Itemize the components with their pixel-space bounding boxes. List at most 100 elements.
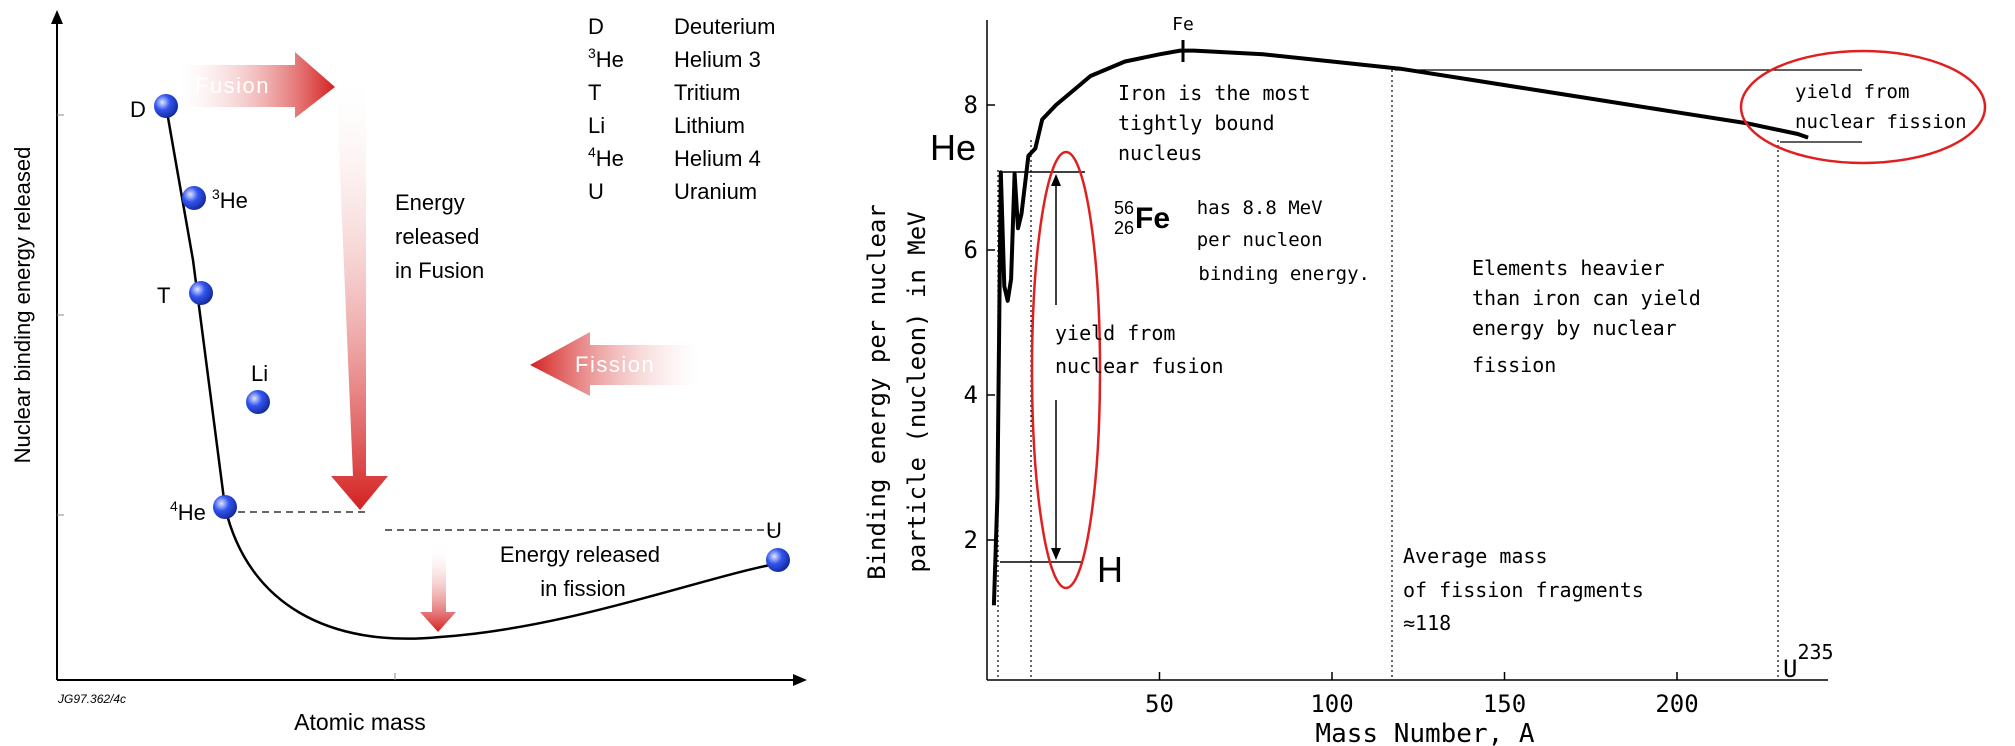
heavier-text-line: Elements heavier (1472, 256, 1665, 280)
fission-arrow (530, 332, 700, 396)
y-tick-label: 4 (964, 381, 978, 409)
point-li (246, 390, 270, 414)
energy-fusion-text: Energy released in Fusion (395, 190, 486, 283)
average-mass-text: Average mass of fission fragments ≈118 (1403, 544, 1656, 635)
fusion-energy-arrow (331, 80, 388, 510)
energy-fission-line: Energy released (500, 542, 660, 567)
fe-tick-label: Fe (1172, 14, 1194, 35)
x-tick-label: 100 (1310, 690, 1353, 718)
y-ticks: 2 4 6 8 (964, 91, 995, 554)
energy-fusion-line: released (395, 224, 479, 249)
iron-text-line: nucleus (1118, 141, 1202, 165)
fusion-yield-ellipse (1030, 150, 1102, 590)
iron-text-line: tightly bound (1118, 111, 1275, 135)
point-label-he3: 3He (212, 186, 248, 213)
legend-name: Helium 3 (674, 47, 761, 72)
symbol: He (596, 146, 624, 171)
arrowhead-down (1051, 548, 1061, 560)
point-he4 (213, 495, 237, 519)
x-ticks: 50 100 150 200 (1145, 672, 1699, 718)
heavier-text-line: fission (1472, 353, 1556, 377)
legend-name: Uranium (674, 179, 757, 204)
point-label-he4: 4He (170, 498, 206, 525)
fusion-yield-text: yield from nuclear fusion (1055, 321, 1224, 378)
iron-text-line: Iron is the most (1118, 81, 1311, 105)
point-label-d: D (130, 97, 146, 122)
superscript: 3 (212, 186, 220, 202)
legend-name: Tritium (674, 80, 740, 105)
legend: D Deuterium 3He Helium 3 T Tritium Li Li… (588, 14, 775, 204)
y-tick-label: 8 (964, 91, 978, 119)
average-mass-line: ≈118 (1403, 611, 1451, 635)
legend-symbol: 3He (588, 45, 624, 72)
fission-energy-arrow (420, 548, 456, 632)
symbol: He (596, 47, 624, 72)
binding-curve (164, 105, 781, 640)
left-y-label: Nuclear binding energy released (10, 147, 35, 464)
fusion-arrow (180, 52, 335, 118)
energy-fission-text: Energy released in fission (500, 542, 666, 601)
fe-text-line: binding energy. (1198, 263, 1370, 285)
superscript: 3 (588, 45, 596, 61)
x-tick-label: 150 (1483, 690, 1526, 718)
heavier-text-line: than iron can yield (1472, 286, 1701, 310)
heavier-text-line: energy by nuclear (1472, 316, 1677, 340)
legend-symbol: 4He (588, 144, 624, 171)
fission-yield-line: nuclear fission (1795, 111, 1967, 133)
symbol: He (220, 188, 248, 213)
u-superscript: 235 (1797, 640, 1833, 664)
point-u (766, 548, 790, 572)
right-y-label-2: particle (nucleon) in MeV (903, 211, 931, 572)
figure-code: JG97.362/4c (57, 692, 126, 706)
energy-fusion-line: in Fusion (395, 258, 484, 283)
fission-yield-text: yield from nuclear fission (1795, 81, 1967, 133)
legend-symbol: T (588, 80, 601, 105)
fusion-yield-line: nuclear fusion (1055, 354, 1224, 378)
u-symbol: U (1783, 655, 1797, 683)
fusion-yield-line: yield from (1055, 321, 1175, 345)
point-he3 (182, 186, 206, 210)
legend-symbol: Li (588, 113, 605, 138)
left-x-label: Atomic mass (294, 709, 426, 735)
point-label-u: U (766, 518, 782, 543)
y-tick-label: 6 (964, 236, 978, 264)
fission-yield-ellipse (1739, 49, 1987, 165)
fe-text: has 8.8 MeV per nucleon binding energy. (1197, 197, 1370, 285)
left-x-axis-arrow (793, 674, 807, 686)
heavier-text: Elements heavier than iron can yield ene… (1472, 256, 1713, 377)
legend-name: Deuterium (674, 14, 775, 39)
left-y-axis-arrow (51, 10, 63, 24)
x-tick-label: 50 (1145, 690, 1174, 718)
x-tick-label: 200 (1655, 690, 1698, 718)
fusion-label: Fusion (195, 73, 270, 98)
point-d (154, 94, 178, 118)
fission-label: Fission (575, 352, 655, 377)
fe-mass-number: 56 (1114, 198, 1134, 218)
average-mass-line: of fission fragments (1403, 578, 1644, 602)
legend-name: Lithium (674, 113, 745, 138)
point-label-li: Li (251, 361, 268, 386)
right-x-label: Mass Number, A (1315, 719, 1534, 746)
symbol: He (178, 500, 206, 525)
average-mass-line: Average mass (1403, 544, 1548, 568)
he-label: He (930, 127, 976, 168)
energy-fusion-line: Energy (395, 190, 465, 215)
arrowhead-up (1051, 174, 1061, 186)
binding-energy-chart: 50 100 150 200 2 4 6 8 Mass Number, A Binding … (863, 14, 1987, 746)
energy-fission-line: in fission (540, 576, 626, 601)
fe-text-line: per nucleon (1197, 229, 1323, 251)
point-label-t: T (157, 283, 170, 308)
legend-symbol: U (588, 179, 604, 204)
binding-energy-curve (991, 48, 1809, 606)
iron-text: Iron is the most tightly bound nucleus (1118, 81, 1323, 165)
fe-symbol: Fe (1135, 202, 1170, 235)
superscript: 4 (170, 498, 178, 514)
point-t (189, 281, 213, 305)
u235-label: U235 (1783, 640, 1834, 683)
superscript: 4 (588, 144, 596, 160)
fe-text-line: has 8.8 MeV (1197, 197, 1323, 219)
legend-symbol: D (588, 14, 604, 39)
fusion-fission-diagram: Nuclear binding energy released Atomic m… (10, 10, 807, 735)
fe-atomic-number: 26 (1114, 218, 1134, 238)
